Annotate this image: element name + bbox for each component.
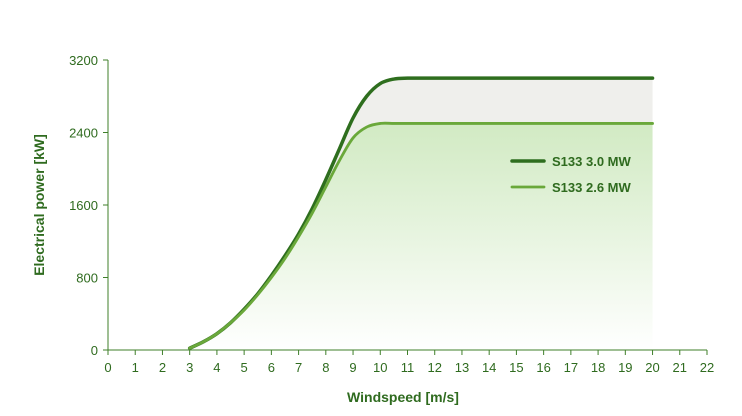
x-axis-ticks: 0 1 2 3 4 5 6 7 8 9 10 11 12 13 14 15 16 17 18 19 20 21 22 [104,350,714,375]
x-tick-label: 17 [564,360,578,375]
area-under-lower-series [189,123,653,351]
x-tick-label: 22 [700,360,714,375]
x-tick-label: 0 [104,360,111,375]
x-tick-label: 13 [455,360,469,375]
y-tick-label: 800 [76,271,98,286]
x-tick-label: 12 [427,360,441,375]
x-tick-label: 10 [373,360,387,375]
y-tick-label: 3200 [69,53,98,68]
x-tick-label: 18 [591,360,605,375]
x-tick-label: 9 [349,360,356,375]
legend-label-s133-2-6-mw: S133 2.6 MW [552,180,631,195]
x-tick-label: 19 [618,360,632,375]
x-tick-label: 7 [295,360,302,375]
x-tick-label: 2 [159,360,166,375]
x-tick-label: 3 [186,360,193,375]
x-tick-label: 14 [482,360,496,375]
legend: S133 3.0 MW S133 2.6 MW [510,154,631,195]
y-tick-label: 0 [91,343,98,358]
y-axis-title: Electrical power [kW] [31,134,47,276]
x-tick-label: 21 [673,360,687,375]
x-axis-title: Windspeed [m/s] [347,389,459,405]
series-line-s133-2-6-mw [188,121,654,350]
legend-label-s133-3-0-mw: S133 3.0 MW [552,154,631,169]
y-axis-ticks: 0 800 1600 2400 3200 [69,53,108,358]
x-tick-label: 6 [268,360,275,375]
y-tick-label: 1600 [69,198,98,213]
y-tick-label: 2400 [69,126,98,141]
x-tick-label: 16 [536,360,550,375]
x-tick-label: 15 [509,360,523,375]
x-tick-label: 5 [241,360,248,375]
x-tick-label: 11 [401,360,415,375]
x-tick-label: 4 [213,360,220,375]
x-tick-label: 1 [132,360,139,375]
area-between-series [189,78,653,349]
x-tick-label: 8 [322,360,329,375]
x-tick-label: 20 [645,360,659,375]
